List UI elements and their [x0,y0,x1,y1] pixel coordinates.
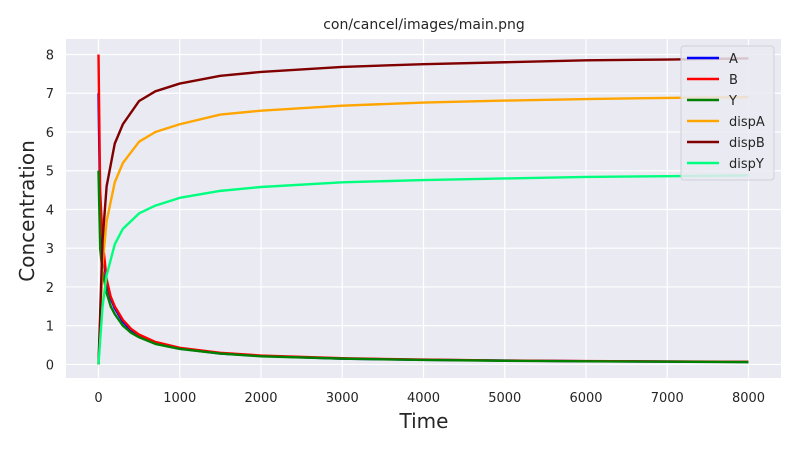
series-line-dispA [97,95,749,365]
x-axis-label: Time [399,409,449,433]
y-axis-label: Concentration [15,140,39,281]
y-tick-labels: 0 1 2 3 4 5 6 7 8 [46,48,54,373]
y-tick-label: 5 [46,165,54,180]
y-tick-label: 1 [46,320,54,335]
x-tick-label: 2000 [244,391,277,406]
legend-label-dispB: dispB [729,136,765,151]
x-tick-label: 7000 [651,391,684,406]
x-tick-label: 5000 [488,391,521,406]
legend-label-A: A [729,52,738,67]
x-tick-label: 3000 [326,391,359,406]
y-tick-label: 0 [46,358,54,373]
y-tick-label: 2 [46,281,54,296]
series-line-dispB [97,57,749,365]
x-tick-label: 4000 [407,391,440,406]
chart-title: con/cancel/images/main.png [323,17,525,33]
legend-label-dispA: dispA [729,115,765,130]
series-lines [97,54,749,365]
series-line-Y [97,170,749,364]
legend-label-B: B [729,73,738,88]
y-tick-label: 8 [46,48,54,63]
x-tick-label: 6000 [569,391,602,406]
series-line-dispY [97,174,749,365]
x-tick-label: 0 [94,391,102,406]
x-tick-label: 8000 [732,391,765,406]
y-tick-label: 7 [46,87,54,102]
y-tick-label: 3 [46,242,54,257]
x-tick-labels: 0 1000 2000 3000 4000 5000 6000 7000 8000 [94,391,765,406]
legend-label-Y: Y [728,94,737,109]
y-tick-label: 4 [46,203,54,218]
x-tick-label: 1000 [163,391,196,406]
legend-label-dispY: dispY [729,157,764,172]
y-tick-label: 6 [46,126,54,141]
